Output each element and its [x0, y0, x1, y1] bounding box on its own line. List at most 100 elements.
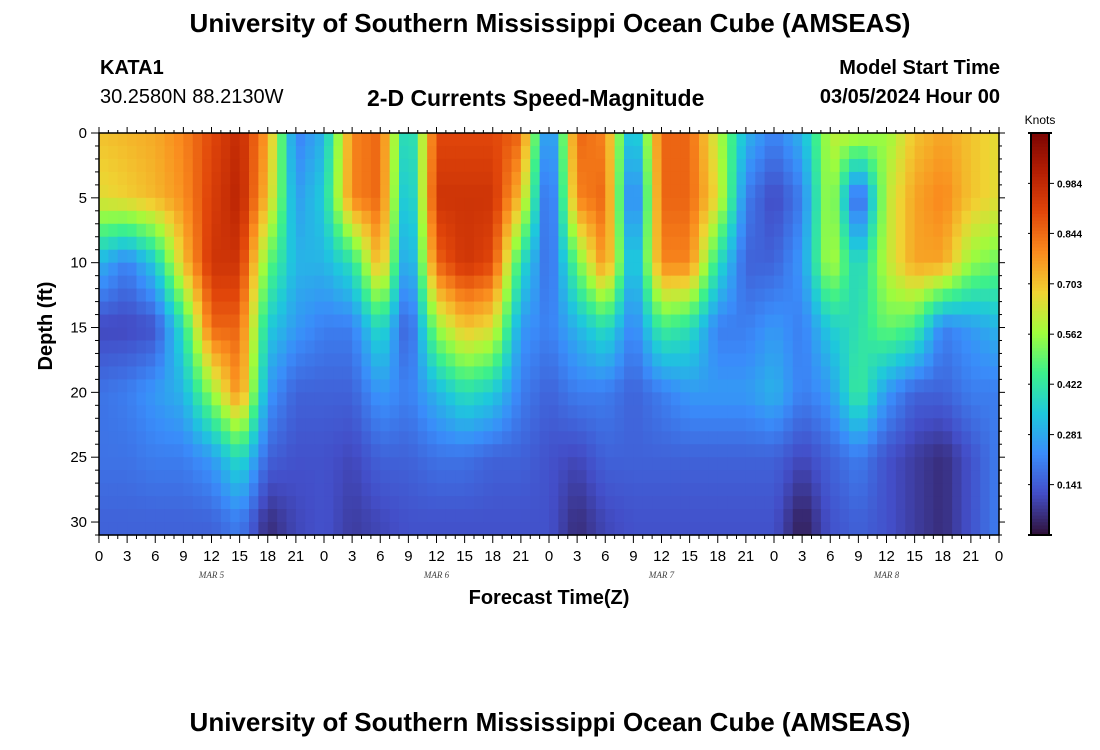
heatmap-cell [117, 184, 128, 199]
heatmap-cell [689, 133, 700, 147]
heatmap-cell [230, 236, 241, 251]
heatmap-cell [117, 236, 128, 251]
colorbar-segment [1031, 310, 1049, 315]
heatmap-cell [792, 197, 803, 212]
heatmap-cell [708, 353, 719, 368]
heatmap-cell [192, 288, 203, 303]
heatmap-cell [230, 444, 241, 458]
heatmap-cell [605, 379, 616, 393]
heatmap-cell [511, 249, 522, 264]
y-axis-title: Depth (ft) [35, 282, 57, 371]
heatmap-cell [614, 483, 625, 497]
heatmap-cell [689, 483, 700, 497]
heatmap-cell [830, 444, 841, 458]
heatmap-cell [717, 275, 728, 290]
heatmap-cell [164, 522, 175, 536]
heatmap-cell [961, 223, 972, 238]
heatmap-cell [145, 197, 156, 212]
heatmap-cell [408, 314, 419, 329]
heatmap-cell [924, 327, 934, 342]
heatmap-cell [520, 522, 531, 536]
heatmap-cell [445, 405, 456, 419]
heatmap-cell [183, 457, 194, 471]
heatmap-cell [680, 457, 691, 471]
heatmap-cell [483, 262, 494, 277]
heatmap-cell [811, 249, 822, 264]
heatmap-cell [389, 483, 400, 497]
heatmap-cell [933, 392, 944, 406]
heatmap-cell [624, 405, 634, 419]
heatmap-cell [764, 275, 775, 290]
heatmap-cell [164, 496, 175, 510]
heatmap-cell [877, 275, 888, 290]
heatmap-cell [830, 379, 841, 393]
heatmap-cell [314, 470, 325, 484]
heatmap-cell [839, 197, 850, 212]
heatmap-cell [230, 431, 241, 445]
heatmap-cell [567, 327, 578, 342]
heatmap-cell [305, 509, 316, 523]
heatmap-cell [755, 418, 766, 432]
heatmap-cell [708, 392, 719, 406]
heatmap-cell [783, 340, 794, 355]
heatmap-cell [642, 133, 653, 147]
heatmap-cell [464, 133, 475, 147]
heatmap-cell [324, 327, 334, 342]
heatmap-cell [914, 340, 925, 355]
heatmap-cell [539, 418, 550, 432]
colorbar-segment [1031, 518, 1049, 523]
heatmap-cell [267, 145, 278, 160]
heatmap-cell [858, 327, 869, 342]
heatmap-cell [614, 145, 625, 160]
heatmap-cell [155, 418, 166, 432]
heatmap-cell [699, 197, 709, 212]
heatmap-cell [830, 522, 841, 536]
heatmap-cell [99, 288, 109, 303]
heatmap-cell [305, 262, 316, 277]
heatmap-cell [680, 158, 691, 173]
heatmap-cell [474, 444, 484, 458]
heatmap-cell [867, 301, 878, 316]
heatmap-cell [408, 275, 419, 290]
heatmap-cell [324, 470, 334, 484]
heatmap-cell [624, 197, 634, 212]
heatmap-cell [520, 431, 531, 445]
heatmap-cell [549, 288, 559, 303]
heatmap-cell [708, 158, 719, 173]
colorbar-segment [1031, 189, 1049, 194]
heatmap-cell [305, 314, 316, 329]
heatmap-cell [839, 301, 850, 316]
heatmap-cell [492, 184, 503, 199]
heatmap-cell [464, 483, 475, 497]
heatmap-cell [989, 457, 1000, 471]
heatmap-cell [530, 288, 541, 303]
heatmap-cell [811, 379, 822, 393]
heatmap-cell [802, 405, 813, 419]
heatmap-cell [914, 158, 925, 173]
heatmap-cell [886, 288, 897, 303]
heatmap-cell [511, 133, 522, 147]
heatmap-cell [127, 236, 138, 251]
heatmap-cell [502, 236, 513, 251]
heatmap-cell [277, 223, 288, 238]
heatmap-cell [745, 457, 756, 471]
heatmap-cell [708, 470, 719, 484]
heatmap-cell [727, 262, 738, 277]
heatmap-cell [886, 444, 897, 458]
footer-title: University of Southern Mississippi Ocean… [189, 707, 911, 737]
heatmap-cell [727, 314, 738, 329]
heatmap-cell [474, 470, 484, 484]
heatmap-cell [164, 470, 175, 484]
heatmap-cell [511, 145, 522, 160]
heatmap-cell [108, 327, 119, 342]
heatmap-cell [436, 236, 447, 251]
heatmap-cell [624, 470, 634, 484]
heatmap-cell [417, 353, 428, 368]
heatmap-cell [108, 171, 119, 186]
heatmap-cell [802, 301, 813, 316]
heatmap-cell [277, 327, 288, 342]
heatmap-cell [942, 327, 953, 342]
heatmap-cell [717, 314, 728, 329]
heatmap-cell [736, 392, 747, 406]
